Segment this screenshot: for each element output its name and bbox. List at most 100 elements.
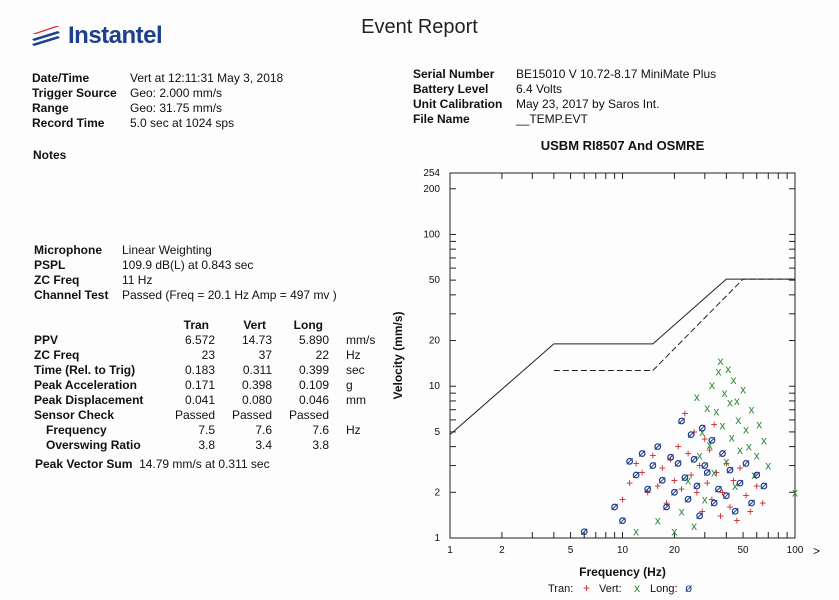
long-point (693, 482, 701, 490)
long-point (722, 492, 730, 500)
legend-glyph-0: + (583, 581, 590, 595)
long-point (687, 431, 695, 439)
long-point (698, 424, 706, 432)
long-point (678, 417, 685, 425)
table-row: Peak Displacement 0.041 0.080 0.046 mm (34, 393, 375, 408)
long-point (619, 517, 626, 525)
long-point-slash (663, 503, 670, 511)
tran-point: + (730, 473, 737, 487)
y-axis-label: Velocity (mm/s) (391, 311, 405, 399)
long-point-slash (693, 482, 701, 490)
long-point (681, 474, 689, 482)
long-point (760, 482, 768, 490)
table-row: Time (Rel. to Trig) 0.183 0.311 0.399 sec (34, 363, 375, 378)
long-point (726, 466, 734, 474)
row-label: Sensor Check (34, 408, 115, 422)
vert-point: x (671, 525, 677, 539)
vert-point: x (713, 405, 719, 419)
cell-value: Passed (288, 408, 329, 422)
long-point (701, 462, 709, 469)
tran-point: + (727, 500, 734, 514)
tran-point: + (759, 496, 766, 510)
legend-glyph-1: x (634, 581, 640, 595)
long-point (715, 485, 722, 493)
long-point-slash (696, 512, 703, 520)
info-row: Trigger Source Geo: 2.000 mm/s (32, 86, 362, 101)
long-point-slash (753, 471, 761, 479)
cell-value: 5.890 (298, 333, 329, 347)
cell-unit (329, 408, 375, 423)
cell-value: 0.311 (242, 363, 272, 377)
tran-point: + (619, 492, 626, 506)
long-point (638, 450, 646, 457)
vert-point: x (732, 479, 738, 493)
info-value: 11 Hz (122, 273, 153, 287)
event-info: Date/Time Vert at 12:11:31 May 3, 2018 Tri… (32, 71, 362, 131)
info-row: Range Geo: 31.75 mm/s (32, 101, 362, 116)
info-row: Date/Time Vert at 12:11:31 May 3, 2018 (32, 71, 362, 86)
cell-value: 3.8 (198, 438, 215, 452)
info-value: Linear Weighting (122, 243, 212, 257)
vert-point: x (746, 440, 752, 454)
velocity-frequency-chart: 1 2 5 10 20 50 100 1 2 5 10 20 50 100 200 254 > Frequency… (391, 168, 820, 595)
vert-point: x (697, 448, 703, 462)
vert-point: x (633, 525, 639, 539)
info-row: Unit Calibration May 23, 2017 by Saros In… (413, 97, 813, 112)
info-row: PSPL 109.9 dB(L) at 0.843 sec (34, 258, 394, 273)
vert-point: x (761, 433, 767, 447)
tran-point: + (659, 461, 666, 475)
info-label: ZC Freq (34, 273, 80, 287)
legend-glyph-2: ø (685, 581, 693, 595)
cell-value: 7.5 (198, 423, 215, 437)
long-point-slash (701, 462, 709, 469)
tran-point: + (654, 479, 661, 493)
long-point-slash (638, 450, 646, 457)
x-axis-arrow: > (813, 544, 820, 558)
info-value: 109.9 dB(L) at 0.843 sec (122, 258, 254, 272)
cell-value: 14.73 (241, 333, 272, 347)
vert-point: x (729, 430, 735, 444)
tran-point: + (639, 466, 646, 480)
vert-point: x (749, 403, 755, 417)
tran-point: + (626, 476, 633, 490)
info-label: File Name (413, 112, 470, 126)
long-point-slash (667, 453, 674, 461)
cell-value: 22 (315, 348, 329, 362)
tran-point: + (704, 476, 711, 490)
table-row: Peak Acceleration 0.171 0.398 0.109 g (34, 378, 375, 393)
info-row: Channel Test Passed (Freq = 20.1 Hz Amp =… (34, 288, 394, 303)
vert-point: x (711, 466, 717, 480)
tran-point: + (753, 479, 760, 493)
tran-point: + (701, 432, 708, 446)
tran-point: + (743, 489, 750, 503)
long-point-slash (644, 485, 652, 493)
tran-point: + (708, 492, 715, 506)
long-point-slash (723, 492, 730, 500)
long-point (671, 488, 678, 496)
cell-value: 0.183 (184, 363, 215, 377)
long-point (742, 460, 750, 467)
vert-point: x (765, 459, 771, 473)
vert-point: x (792, 485, 798, 499)
long-point-slash (674, 460, 682, 467)
row-label: Time (Rel. to Trig) (34, 363, 136, 377)
long-point-slash (619, 517, 626, 525)
long-point-slash (715, 485, 722, 493)
info-label: Battery Level (413, 82, 489, 96)
cell-value: 0.398 (241, 378, 272, 392)
long-point-slash (678, 417, 685, 425)
tran-point: + (733, 514, 740, 528)
cell-value: 0.171 (184, 378, 215, 392)
info-label: Serial Number (413, 67, 495, 81)
cell-value: 0.041 (184, 393, 215, 407)
info-row: Battery Level 6.4 Volts (413, 82, 813, 97)
long-point-slash (760, 482, 768, 490)
long-point (654, 443, 662, 451)
info-row: File Name __TEMP.EVT (413, 112, 813, 127)
info-value: __TEMP.EVT (516, 112, 588, 126)
tran-point: + (737, 461, 744, 475)
info-value: Vert at 12:11:31 May 3, 2018 (130, 71, 284, 85)
y-tick-label: 1 (434, 533, 440, 544)
vert-point: x (756, 417, 762, 431)
x-tick-label: 2 (499, 545, 505, 556)
